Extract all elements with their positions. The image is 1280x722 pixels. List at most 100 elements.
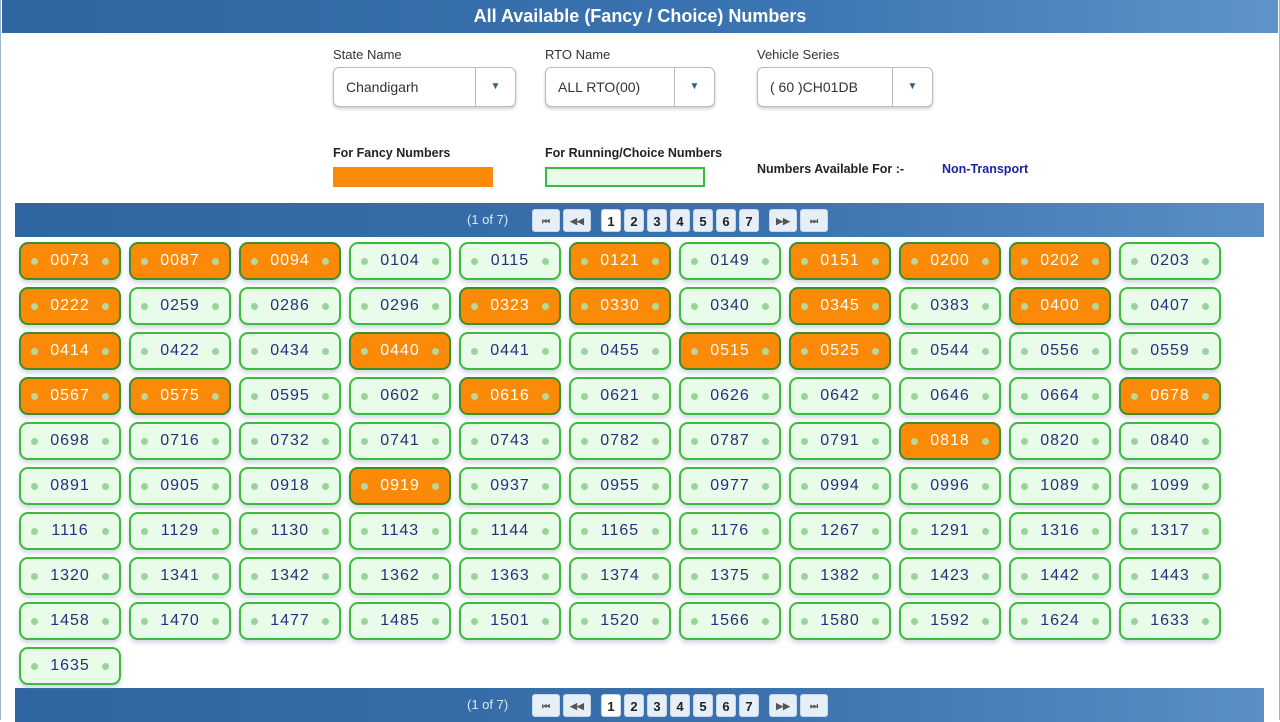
choice-number-cell[interactable]: 1442 (1009, 557, 1111, 595)
choice-number-cell[interactable]: 1362 (349, 557, 451, 595)
choice-number-cell[interactable]: 1501 (459, 602, 561, 640)
choice-number-cell[interactable]: 1423 (899, 557, 1001, 595)
chevron-down-icon[interactable]: ▼ (475, 68, 515, 106)
page-1-button[interactable]: 1 (601, 694, 621, 717)
choice-number-cell[interactable]: 0732 (239, 422, 341, 460)
choice-number-cell[interactable]: 1624 (1009, 602, 1111, 640)
choice-number-cell[interactable]: 0422 (129, 332, 231, 370)
state-select[interactable]: Chandigarh ▼ (333, 67, 516, 107)
fancy-number-cell[interactable]: 0616 (459, 377, 561, 415)
choice-number-cell[interactable]: 0441 (459, 332, 561, 370)
choice-number-cell[interactable]: 1342 (239, 557, 341, 595)
choice-number-cell[interactable]: 0544 (899, 332, 1001, 370)
page-5-button[interactable]: 5 (693, 694, 713, 717)
choice-number-cell[interactable]: 0716 (129, 422, 231, 460)
choice-number-cell[interactable]: 1443 (1119, 557, 1221, 595)
choice-number-cell[interactable]: 1176 (679, 512, 781, 550)
choice-number-cell[interactable]: 1566 (679, 602, 781, 640)
choice-number-cell[interactable]: 1485 (349, 602, 451, 640)
fancy-number-cell[interactable]: 0414 (19, 332, 121, 370)
choice-number-cell[interactable]: 0918 (239, 467, 341, 505)
fancy-number-cell[interactable]: 0400 (1009, 287, 1111, 325)
page-3-button[interactable]: 3 (647, 209, 667, 232)
chevron-down-icon[interactable]: ▼ (674, 68, 714, 106)
choice-number-cell[interactable]: 1374 (569, 557, 671, 595)
prev-page-button[interactable]: ◀◀ (563, 209, 591, 232)
page-4-button[interactable]: 4 (670, 694, 690, 717)
choice-number-cell[interactable]: 1635 (19, 647, 121, 685)
fancy-number-cell[interactable]: 0073 (19, 242, 121, 280)
fancy-number-cell[interactable]: 0440 (349, 332, 451, 370)
choice-number-cell[interactable]: 0455 (569, 332, 671, 370)
choice-number-cell[interactable]: 0407 (1119, 287, 1221, 325)
choice-number-cell[interactable]: 1580 (789, 602, 891, 640)
prev-page-button[interactable]: ◀◀ (563, 694, 591, 717)
fancy-number-cell[interactable]: 0151 (789, 242, 891, 280)
page-5-button[interactable]: 5 (693, 209, 713, 232)
page-7-button[interactable]: 7 (739, 209, 759, 232)
chevron-down-icon[interactable]: ▼ (892, 68, 932, 106)
next-page-button[interactable]: ▶▶ (769, 209, 797, 232)
choice-number-cell[interactable]: 0149 (679, 242, 781, 280)
fancy-number-cell[interactable]: 0222 (19, 287, 121, 325)
fancy-number-cell[interactable]: 0515 (679, 332, 781, 370)
choice-number-cell[interactable]: 0937 (459, 467, 561, 505)
last-page-button[interactable]: ⏭ (800, 694, 828, 717)
choice-number-cell[interactable]: 1144 (459, 512, 561, 550)
fancy-number-cell[interactable]: 0567 (19, 377, 121, 415)
choice-number-cell[interactable]: 0955 (569, 467, 671, 505)
choice-number-cell[interactable]: 1341 (129, 557, 231, 595)
choice-number-cell[interactable]: 1291 (899, 512, 1001, 550)
rto-select[interactable]: ALL RTO(00) ▼ (545, 67, 715, 107)
choice-number-cell[interactable]: 1477 (239, 602, 341, 640)
choice-number-cell[interactable]: 1458 (19, 602, 121, 640)
choice-number-cell[interactable]: 1363 (459, 557, 561, 595)
fancy-number-cell[interactable]: 0678 (1119, 377, 1221, 415)
fancy-number-cell[interactable]: 0330 (569, 287, 671, 325)
choice-number-cell[interactable]: 0621 (569, 377, 671, 415)
next-page-button[interactable]: ▶▶ (769, 694, 797, 717)
choice-number-cell[interactable]: 0286 (239, 287, 341, 325)
page-6-button[interactable]: 6 (716, 694, 736, 717)
fancy-number-cell[interactable]: 0345 (789, 287, 891, 325)
choice-number-cell[interactable]: 0104 (349, 242, 451, 280)
series-select[interactable]: ( 60 )CH01DB ▼ (757, 67, 933, 107)
choice-number-cell[interactable]: 0891 (19, 467, 121, 505)
choice-number-cell[interactable]: 0840 (1119, 422, 1221, 460)
choice-number-cell[interactable]: 0642 (789, 377, 891, 415)
fancy-number-cell[interactable]: 0919 (349, 467, 451, 505)
page-1-button[interactable]: 1 (601, 209, 621, 232)
choice-number-cell[interactable]: 0994 (789, 467, 891, 505)
choice-number-cell[interactable]: 0820 (1009, 422, 1111, 460)
choice-number-cell[interactable]: 1375 (679, 557, 781, 595)
page-2-button[interactable]: 2 (624, 209, 644, 232)
choice-number-cell[interactable]: 1520 (569, 602, 671, 640)
fancy-number-cell[interactable]: 0202 (1009, 242, 1111, 280)
choice-number-cell[interactable]: 0556 (1009, 332, 1111, 370)
choice-number-cell[interactable]: 0905 (129, 467, 231, 505)
choice-number-cell[interactable]: 1165 (569, 512, 671, 550)
choice-number-cell[interactable]: 0115 (459, 242, 561, 280)
choice-number-cell[interactable]: 0782 (569, 422, 671, 460)
first-page-button[interactable]: ⏮ (532, 694, 560, 717)
choice-number-cell[interactable]: 0259 (129, 287, 231, 325)
page-4-button[interactable]: 4 (670, 209, 690, 232)
choice-number-cell[interactable]: 0787 (679, 422, 781, 460)
choice-number-cell[interactable]: 0741 (349, 422, 451, 460)
page-2-button[interactable]: 2 (624, 694, 644, 717)
choice-number-cell[interactable]: 0340 (679, 287, 781, 325)
choice-number-cell[interactable]: 1317 (1119, 512, 1221, 550)
page-6-button[interactable]: 6 (716, 209, 736, 232)
choice-number-cell[interactable]: 1592 (899, 602, 1001, 640)
fancy-number-cell[interactable]: 0087 (129, 242, 231, 280)
last-page-button[interactable]: ⏭ (800, 209, 828, 232)
choice-number-cell[interactable]: 0743 (459, 422, 561, 460)
fancy-number-cell[interactable]: 0323 (459, 287, 561, 325)
choice-number-cell[interactable]: 1320 (19, 557, 121, 595)
choice-number-cell[interactable]: 1382 (789, 557, 891, 595)
choice-number-cell[interactable]: 0977 (679, 467, 781, 505)
fancy-number-cell[interactable]: 0200 (899, 242, 1001, 280)
choice-number-cell[interactable]: 0602 (349, 377, 451, 415)
choice-number-cell[interactable]: 0383 (899, 287, 1001, 325)
choice-number-cell[interactable]: 0791 (789, 422, 891, 460)
